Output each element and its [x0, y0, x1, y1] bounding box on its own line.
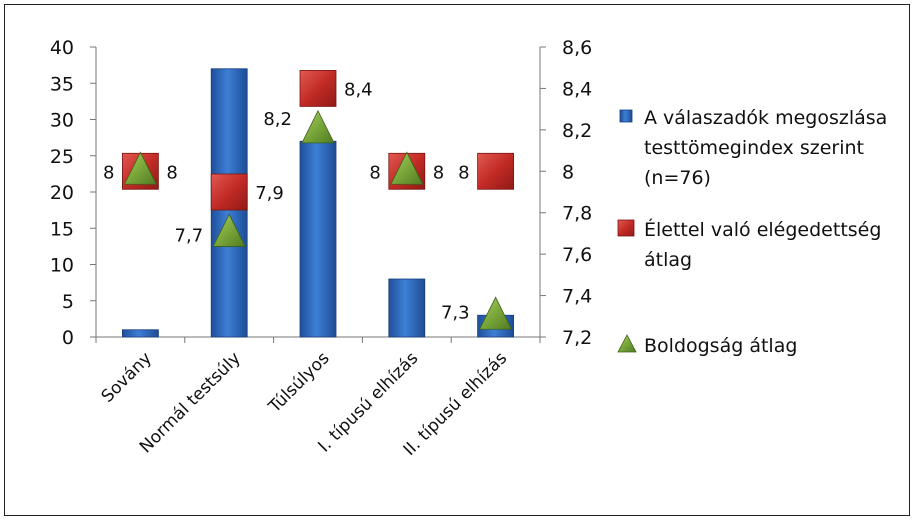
triangle-data-label: 7,3 [441, 302, 470, 323]
left-axis-tick-label: 5 [62, 291, 74, 313]
triangle-marker [390, 151, 424, 185]
left-axis-tick-label: 0 [62, 327, 74, 349]
category-label: Túlsúlyos [264, 348, 333, 417]
triangle-data-label: 8 [166, 162, 177, 183]
triangle-marker [301, 109, 335, 144]
triangle-data-label: 8,2 [263, 109, 292, 130]
triangle-marker [212, 213, 246, 247]
legend-label: A válaszadók megoszlása [644, 107, 887, 129]
left-axis-tick-label: 20 [50, 182, 74, 204]
square-data-label: 7,9 [255, 183, 284, 204]
square-data-label: 8,4 [344, 79, 373, 100]
legend-swatch-triangle [617, 334, 637, 353]
category-label: Sovány [98, 348, 156, 406]
legend-label: átlag [644, 249, 692, 271]
chart-frame [4, 4, 910, 516]
square-data-label: 8 [369, 162, 380, 183]
right-axis-tick-label: 8,6 [562, 37, 592, 59]
right-axis-tick-label: 7,2 [562, 327, 592, 349]
left-axis-tick-label: 25 [50, 146, 74, 168]
left-axis-tick-label: 15 [50, 218, 74, 240]
left-axis-tick-label: 10 [50, 255, 74, 277]
square-marker [477, 152, 515, 190]
legend-swatch-bar [619, 109, 633, 123]
square-marker [299, 70, 337, 107]
square-marker [210, 173, 248, 211]
right-axis-tick-label: 8,4 [562, 78, 592, 100]
triangle-marker [123, 151, 158, 185]
bar-mark [299, 140, 337, 338]
left-axis-tick-label: 30 [50, 110, 74, 132]
right-axis-tick-label: 8,2 [562, 120, 592, 142]
square-data-label: 8 [103, 162, 114, 183]
legend-label: testtömegindex szerint [644, 137, 864, 159]
triangle-marker [478, 296, 513, 330]
right-axis-tick-label: 7,6 [562, 244, 592, 266]
bar-mark [388, 278, 426, 338]
bar-mark [122, 329, 159, 338]
legend-label: Élettel való elégedettség [644, 218, 881, 241]
legend-label: (n=76) [644, 167, 711, 189]
triangle-data-label: 8 [433, 162, 444, 183]
left-axis-tick-label: 35 [50, 73, 74, 95]
legend-swatch-square [617, 219, 635, 237]
right-axis-tick-label: 7,8 [562, 203, 592, 225]
right-axis-tick-label: 8 [562, 161, 574, 183]
square-data-label: 8 [458, 162, 469, 183]
legend-label: Boldogság átlag [644, 335, 797, 357]
triangle-data-label: 7,7 [175, 225, 204, 246]
right-axis-tick-label: 7,4 [562, 286, 592, 308]
left-axis-tick-label: 40 [50, 37, 74, 59]
